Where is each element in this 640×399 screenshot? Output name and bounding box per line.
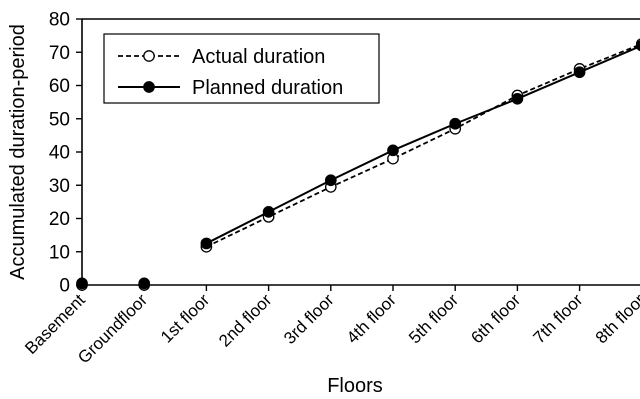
legend-marker: [143, 50, 155, 62]
x-tick-label: 1st floor: [157, 290, 213, 346]
x-axis-title: Floors: [327, 375, 383, 397]
y-tick-label: 0: [59, 276, 70, 297]
y-tick-label: 40: [49, 143, 70, 164]
legend-label: Actual duration: [192, 46, 325, 68]
x-tick-label: 5th floor: [405, 290, 462, 347]
series-line: [206, 43, 640, 248]
series-line: [205, 45, 640, 245]
data-point: [324, 174, 337, 187]
x-tick-label: 4th floor: [343, 290, 400, 347]
x-tick-label: 7th floor: [530, 290, 587, 347]
x-tick-label: 8th floor: [592, 290, 640, 347]
y-tick-label: 60: [49, 76, 70, 97]
legend: Actual duration Planned duration: [103, 33, 380, 104]
data-point: [449, 117, 462, 130]
data-point: [138, 277, 151, 290]
y-tick-label: 20: [49, 209, 70, 230]
y-axis-title: Accumulated duration-period: [7, 24, 29, 280]
legend-marker: [143, 81, 155, 93]
data-point: [200, 237, 213, 250]
data-point: [387, 144, 399, 157]
x-tick-label: 3rd floor: [280, 290, 338, 348]
data-point: [262, 206, 275, 218]
y-tick-label: 80: [49, 10, 70, 31]
data-point: [511, 92, 524, 105]
legend-label: Planned duration: [192, 77, 343, 99]
series-planned-duration: [76, 40, 640, 290]
data-point: [635, 40, 640, 52]
data-point: [573, 66, 586, 79]
series-layer: [76, 38, 640, 291]
data-point: [76, 277, 88, 290]
y-tick-label: 30: [49, 176, 70, 197]
y-tick-label: 50: [49, 109, 70, 130]
y-ticks: 0 10 20 30 40 50 60 70 80: [49, 10, 82, 297]
x-tick-label: 2nd floor: [215, 290, 275, 350]
y-tick-label: 70: [49, 43, 70, 64]
x-tick-label: 6th floor: [467, 290, 524, 347]
y-tick-label: 10: [49, 242, 70, 263]
